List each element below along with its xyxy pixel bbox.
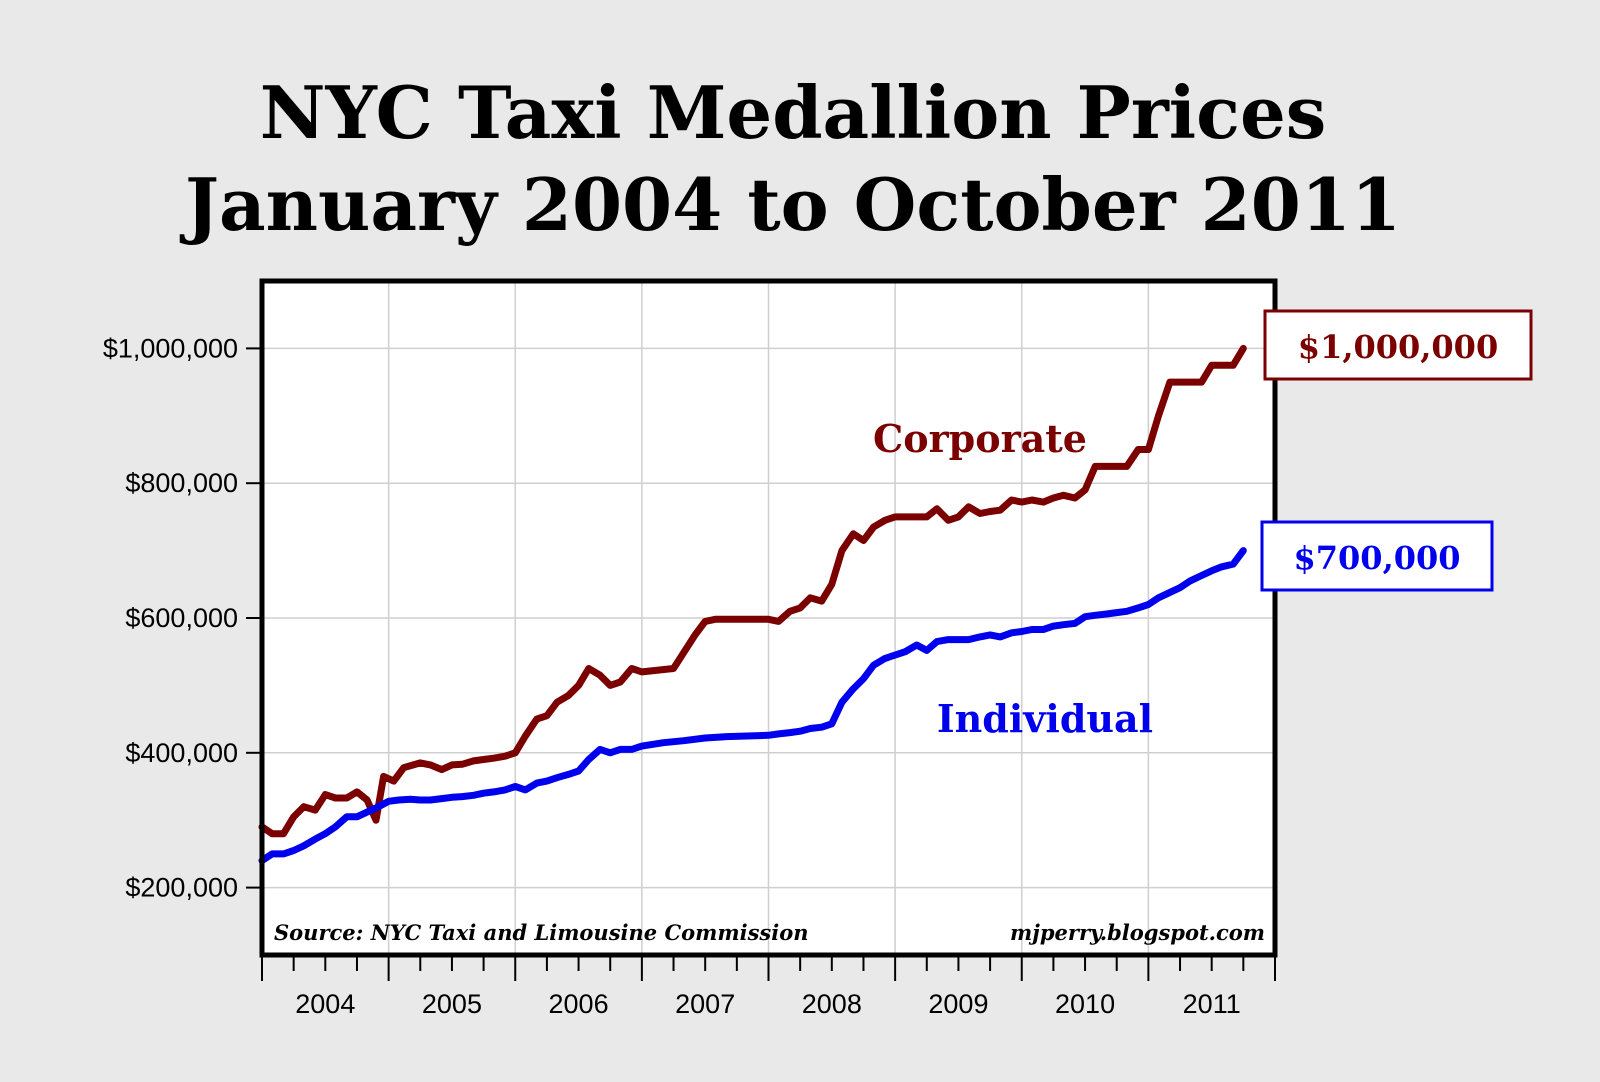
chart-subtitle: January 2004 to October 2011 xyxy=(179,162,1401,247)
y-tick-label: $400,000 xyxy=(125,738,238,768)
end-label-corporate: $1,000,000 xyxy=(1298,328,1498,366)
series-line-corporate xyxy=(258,344,1247,838)
end-label-corporate-box: $1,000,000 xyxy=(1263,309,1533,381)
x-tick-label: 2010 xyxy=(1055,989,1115,1019)
credit-note: mjperry.blogspot.com xyxy=(1010,920,1265,945)
x-axis: 2004 2005 2006 2007 2008 2009 2010 2011 xyxy=(261,955,1276,1019)
x-tick-label: 2008 xyxy=(802,989,862,1019)
x-tick-label: 2011 xyxy=(1183,989,1241,1019)
y-axis: $200,000 $400,000 $600,000 $800,000 $1,000,0… xyxy=(103,333,262,903)
source-note: Source: NYC Taxi and Limousine Commissio… xyxy=(274,920,808,945)
x-tick-label: 2009 xyxy=(928,989,988,1019)
y-tick-label: $800,000 xyxy=(125,468,238,498)
series-lines xyxy=(258,344,1247,865)
chart-title: NYC Taxi Medallion Prices xyxy=(260,70,1327,155)
x-tick-label: 2004 xyxy=(295,989,355,1019)
x-tick-label: 2006 xyxy=(549,989,609,1019)
end-label-individual-box: $700,000 xyxy=(1260,520,1494,592)
series-label-corporate: Corporate xyxy=(873,416,1087,461)
y-tick-label: $1,000,000 xyxy=(103,333,238,363)
x-tick-label: 2005 xyxy=(422,989,482,1019)
y-tick-label: $600,000 xyxy=(125,603,238,633)
series-label-individual: Individual xyxy=(937,696,1153,741)
x-tick-label: 2007 xyxy=(675,989,735,1019)
series-line-individual xyxy=(258,547,1247,865)
y-tick-label: $200,000 xyxy=(125,873,238,903)
end-label-individual: $700,000 xyxy=(1294,539,1461,577)
